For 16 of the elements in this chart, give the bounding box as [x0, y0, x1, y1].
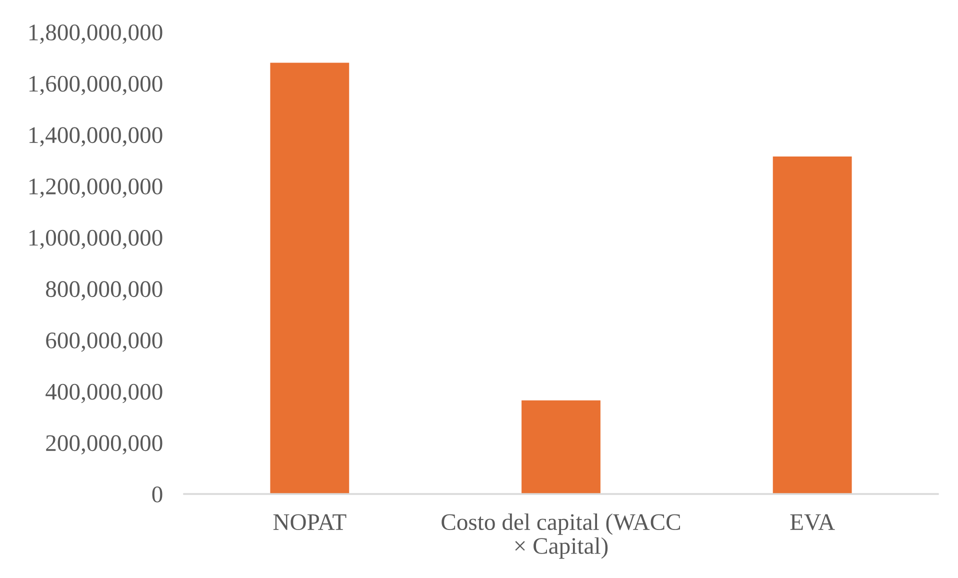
x-tick-label: Costo del capital (WACC × Capital)	[442, 513, 680, 559]
x-tick-label: NOPAT	[273, 514, 346, 530]
y-tick-label: 1,000,000,000	[29, 230, 162, 250]
y-tick-label: 400,000,000	[46, 384, 162, 404]
y-tick-label: 1,200,000,000	[29, 178, 162, 198]
y-tick-label: 1,800,000,000	[29, 24, 162, 44]
bar	[772, 156, 852, 494]
y-tick-label: 1,600,000,000	[29, 76, 162, 96]
y-tick-label: 0	[152, 486, 162, 502]
bar	[522, 400, 600, 494]
x-tick-label: EVA	[790, 514, 835, 530]
y-tick-label: 600,000,000	[46, 332, 162, 352]
y-tick-label: 1,400,000,000	[29, 127, 162, 146]
y-tick-label: 800,000,000	[46, 281, 162, 300]
y-tick-label: 200,000,000	[46, 435, 162, 454]
bar	[270, 62, 350, 494]
